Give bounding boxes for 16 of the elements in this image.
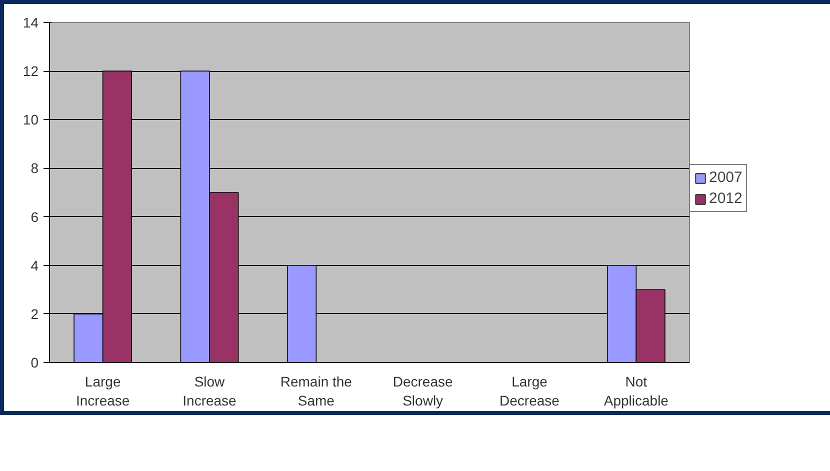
y-tick-label: 12 <box>22 63 39 80</box>
y-tick-label: 8 <box>30 160 39 176</box>
y-tick-label: 0 <box>30 354 39 370</box>
x-tick-label: Large Decrease <box>500 374 560 409</box>
x-tick-label: Large Increase <box>76 374 130 409</box>
y-tick-label: 6 <box>30 208 39 225</box>
x-tick-label: Slow Increase <box>182 374 237 409</box>
legend-label: 2007 <box>709 169 742 186</box>
y-tick-label: 2 <box>30 306 39 322</box>
x-tick-label: Decrease Slowly <box>392 374 454 409</box>
legend-label: 2012 <box>709 190 742 207</box>
y-tick-label: 14 <box>22 14 39 30</box>
y-tick-label: 4 <box>30 257 39 274</box>
x-tick-label: Not Applicable <box>604 374 669 409</box>
y-tick-label: 10 <box>22 112 39 128</box>
x-tick-label: Remain the Same <box>280 374 352 409</box>
